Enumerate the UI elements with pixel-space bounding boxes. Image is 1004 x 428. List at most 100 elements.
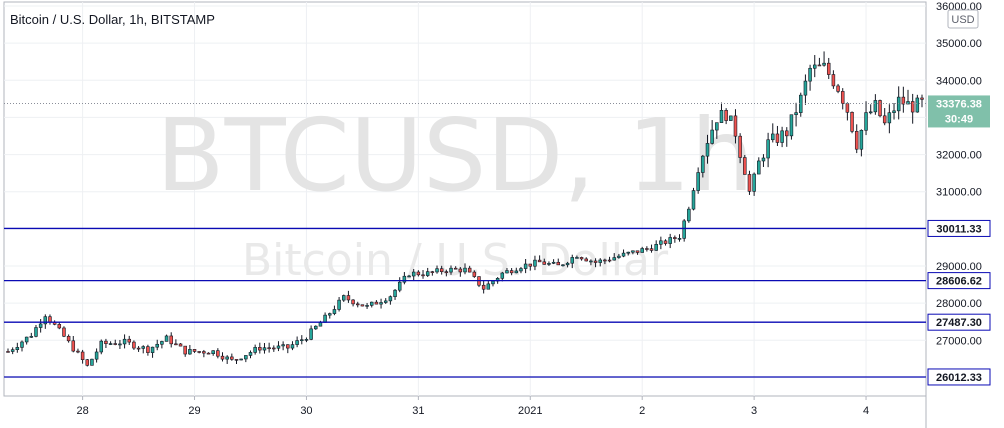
y-tick-label: 35000.00 bbox=[936, 38, 982, 50]
candle bbox=[757, 157, 761, 175]
candle bbox=[192, 349, 197, 353]
candle bbox=[430, 270, 435, 276]
candle-body bbox=[565, 262, 570, 266]
candle bbox=[211, 350, 215, 356]
candle bbox=[99, 339, 104, 355]
candle bbox=[794, 102, 798, 127]
candle bbox=[286, 344, 290, 354]
candle-body bbox=[771, 133, 775, 141]
candle bbox=[509, 268, 514, 276]
candle-body bbox=[85, 359, 90, 366]
candle bbox=[6, 348, 10, 353]
y-tick-label: 32000.00 bbox=[936, 150, 982, 162]
candle-body bbox=[719, 110, 724, 123]
candle-body bbox=[598, 259, 602, 263]
candle-body bbox=[761, 157, 766, 162]
candle bbox=[901, 86, 906, 113]
candle bbox=[300, 335, 304, 345]
x-axis[interactable]: 28 29 30 31 2021 2 3 4 bbox=[76, 396, 869, 417]
candle bbox=[290, 341, 295, 351]
candle bbox=[743, 154, 747, 175]
candle-body bbox=[113, 343, 118, 345]
candle-body bbox=[724, 110, 728, 121]
candle bbox=[915, 94, 920, 113]
level-badge-label: 30011.33 bbox=[936, 223, 981, 235]
candle bbox=[775, 125, 780, 147]
candle-body bbox=[416, 271, 421, 276]
last-price-label: 33376.38 bbox=[936, 98, 982, 110]
candle-body bbox=[696, 172, 700, 191]
candle-body bbox=[878, 100, 882, 117]
candle bbox=[738, 133, 742, 164]
candle-body bbox=[66, 335, 71, 342]
candle-body bbox=[169, 335, 173, 345]
candle-body bbox=[10, 349, 15, 352]
candle bbox=[724, 108, 728, 125]
candle-body bbox=[108, 343, 113, 345]
candle bbox=[332, 305, 337, 316]
candle bbox=[673, 235, 677, 243]
candle bbox=[29, 332, 34, 338]
candle-body bbox=[15, 347, 20, 350]
candle bbox=[840, 88, 845, 110]
candle bbox=[617, 253, 621, 259]
candle bbox=[76, 348, 80, 354]
candle-body bbox=[691, 190, 696, 210]
candle bbox=[439, 265, 444, 275]
candle bbox=[467, 265, 472, 273]
candle bbox=[668, 233, 672, 249]
x-tick-label: 30 bbox=[300, 405, 312, 417]
candle-body bbox=[812, 64, 817, 69]
candle bbox=[108, 341, 113, 346]
candle-body bbox=[206, 352, 211, 355]
candle-body bbox=[258, 347, 262, 351]
candle bbox=[528, 263, 533, 271]
candle bbox=[519, 266, 523, 274]
candle bbox=[472, 270, 477, 278]
candle bbox=[276, 341, 281, 352]
candle-body bbox=[537, 259, 542, 263]
candle-body bbox=[318, 322, 323, 327]
candle bbox=[705, 134, 710, 164]
candle bbox=[565, 261, 570, 268]
x-tick-label: 3 bbox=[751, 405, 757, 417]
candle bbox=[337, 297, 341, 312]
candle-body bbox=[621, 252, 626, 257]
candle-body bbox=[509, 270, 514, 274]
candle-body bbox=[631, 250, 635, 253]
candle-body bbox=[397, 281, 402, 291]
candle-body bbox=[355, 303, 360, 306]
candle-body bbox=[290, 344, 295, 349]
candle-body bbox=[873, 100, 878, 113]
candle bbox=[267, 342, 271, 353]
candle bbox=[314, 325, 318, 330]
candle bbox=[141, 345, 145, 354]
countdown-label: 30:49 bbox=[945, 113, 973, 125]
candle-body bbox=[673, 237, 677, 239]
candle-body bbox=[104, 340, 108, 344]
candle bbox=[817, 57, 822, 67]
candle-body bbox=[253, 347, 257, 353]
candle-body bbox=[850, 111, 854, 132]
candle bbox=[892, 103, 896, 120]
candle bbox=[281, 341, 285, 351]
candle bbox=[831, 70, 836, 89]
candle bbox=[593, 258, 598, 268]
candle-body bbox=[20, 341, 24, 348]
candle bbox=[752, 172, 756, 196]
level-badge-box bbox=[927, 313, 991, 331]
candle bbox=[169, 332, 173, 348]
candle-body bbox=[430, 271, 435, 273]
candle bbox=[910, 93, 915, 124]
candle-body bbox=[887, 112, 892, 124]
candle bbox=[248, 350, 253, 359]
watermark: BTCUSD, 1h Bitcoin / U.S. Dollar bbox=[156, 97, 754, 286]
candle-body bbox=[533, 259, 537, 267]
candle bbox=[701, 154, 705, 178]
candle bbox=[682, 219, 686, 242]
candle-body bbox=[369, 301, 374, 306]
candle-body bbox=[542, 261, 547, 265]
candle bbox=[533, 255, 537, 271]
candle bbox=[393, 288, 397, 300]
